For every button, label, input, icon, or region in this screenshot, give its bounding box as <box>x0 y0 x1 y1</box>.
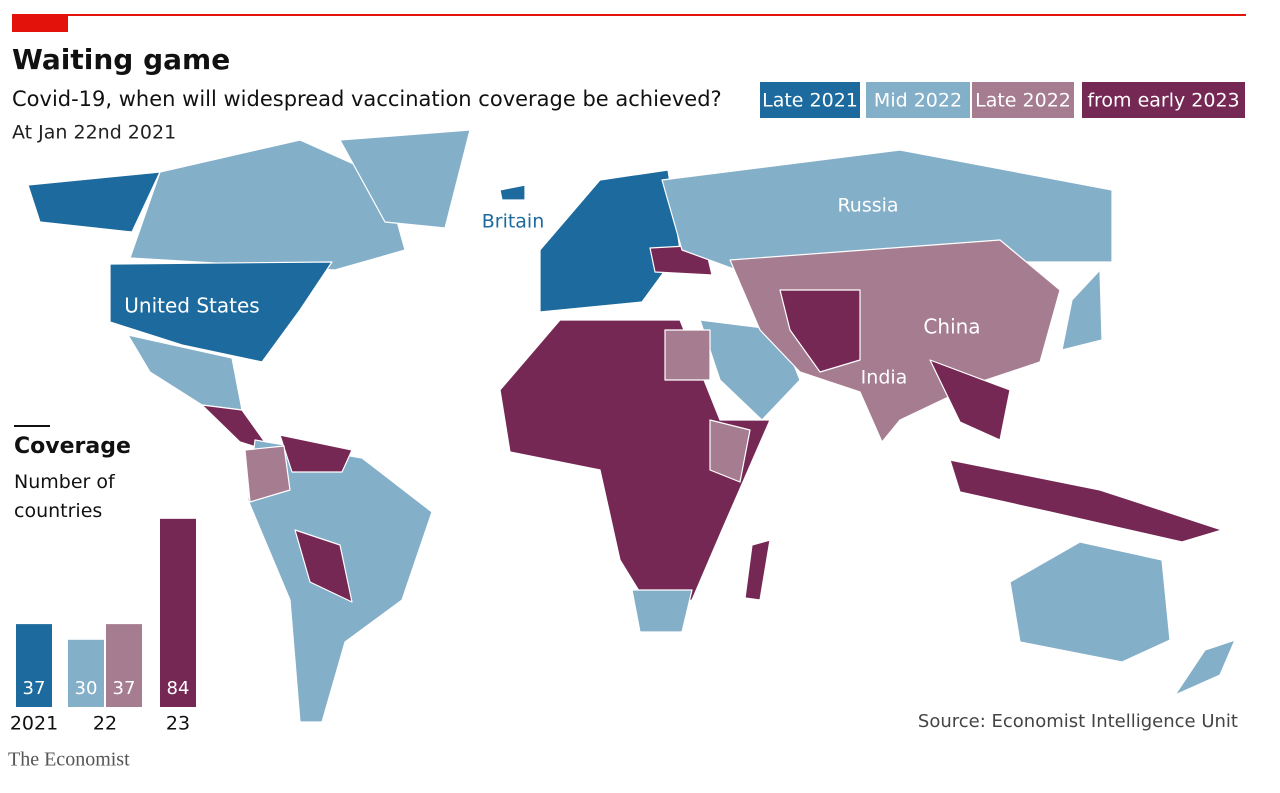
map-label: China <box>923 315 980 339</box>
legend-swatch <box>866 82 970 118</box>
legend-label: from early 2023 <box>1087 90 1239 112</box>
afghanistan-pakistan <box>779 289 861 373</box>
inset-title: Coverage <box>14 434 131 459</box>
bolivia-paraguay <box>294 529 353 603</box>
australia <box>1009 541 1171 663</box>
greenland <box>339 129 471 229</box>
indonesia <box>949 459 1223 543</box>
bar <box>68 639 104 707</box>
bar <box>106 624 142 707</box>
x-tick-label: 22 <box>93 713 117 735</box>
madagascar <box>744 539 771 601</box>
title: Waiting game <box>12 43 230 76</box>
value-label: 30 <box>75 678 98 699</box>
japan <box>1061 269 1103 351</box>
date: At Jan 22nd 2021 <box>12 122 176 144</box>
map-label: United States <box>124 294 259 318</box>
asia <box>729 239 1061 443</box>
canada <box>129 139 406 271</box>
source: Source: Economist Intelligence Unit <box>918 711 1238 732</box>
subtitle: Covid-19, when will widespread vaccinati… <box>12 87 722 111</box>
bar <box>16 624 52 707</box>
venezuela <box>279 434 353 473</box>
south-east-asia <box>929 359 1011 441</box>
colombia <box>244 445 291 503</box>
africa <box>499 319 771 613</box>
value-label: 84 <box>167 678 190 699</box>
value-label: 37 <box>113 678 136 699</box>
inset-subtitle: Number of countries <box>14 471 115 522</box>
x-tick-label: 23 <box>166 713 190 735</box>
legend-label: Late 2022 <box>975 90 1071 112</box>
new-zealand <box>1174 639 1236 696</box>
legend-label: Mid 2022 <box>874 90 962 112</box>
iceland <box>499 184 526 201</box>
south-africa <box>631 589 693 633</box>
x-tick-label: 2021 <box>10 713 58 735</box>
map-label: Britain <box>482 211 545 233</box>
red-tab <box>12 14 68 32</box>
bar <box>160 518 196 707</box>
legend-swatch <box>760 82 860 118</box>
europe <box>539 169 681 313</box>
usa <box>109 261 333 363</box>
legend-swatch <box>1082 82 1245 118</box>
legend-swatch <box>972 82 1074 118</box>
top-rule <box>12 14 1246 16</box>
world-map <box>27 129 1236 723</box>
alaska <box>27 171 161 233</box>
egypt <box>664 329 711 381</box>
brand: The Economist <box>8 749 130 771</box>
inset-subtitle-box: Number of countries <box>14 471 115 522</box>
map-label: India <box>861 367 908 389</box>
map-label: Russia <box>837 195 898 217</box>
legend-label: Late 2021 <box>762 90 858 112</box>
ethiopia <box>709 419 751 483</box>
value-label: 37 <box>23 678 46 699</box>
